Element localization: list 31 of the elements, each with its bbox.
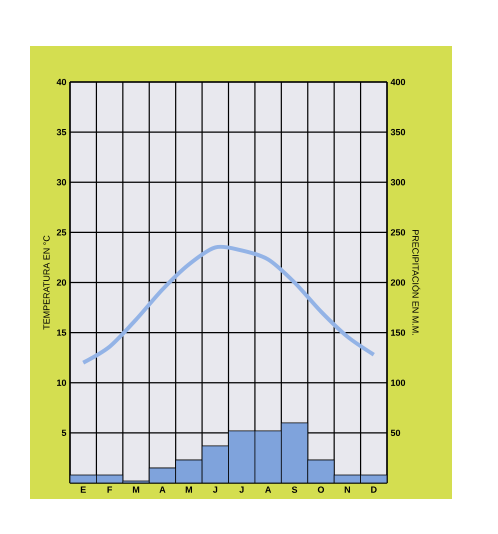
y2-tick-label: 200 <box>390 279 406 286</box>
y2-tick-label: 400 <box>390 78 406 86</box>
y-tick-label: 15 <box>57 329 66 336</box>
x-tick-label: F <box>107 486 112 493</box>
y2-tick-label: 100 <box>391 380 406 386</box>
y-tick-label: 30 <box>56 179 66 186</box>
line-series <box>81 244 376 365</box>
y2-tick-label: 150 <box>391 329 406 336</box>
x-tick-label: D <box>371 486 377 493</box>
x-tick-label: A <box>265 486 272 493</box>
y-tick-label: 25 <box>56 229 66 236</box>
x-tick-label: J <box>239 486 244 493</box>
y-axis-title: TEMPERATURA EN °C <box>43 236 50 330</box>
y-tick-label: 10 <box>57 380 66 386</box>
y2-tick-label: 50 <box>390 430 400 436</box>
x-tick-label: E <box>80 486 86 493</box>
x-tick-label: N <box>344 486 350 493</box>
x-tick-label: S <box>292 486 298 493</box>
x-tick-label: A <box>159 486 166 493</box>
x-tick-label: M <box>186 486 192 493</box>
y-tick-label: 20 <box>56 279 66 286</box>
y-tick-label: 35 <box>56 128 66 136</box>
y2-tick-label: 300 <box>390 179 406 186</box>
x-tick-label: O <box>318 486 324 493</box>
y-tick-label: 40 <box>56 78 66 86</box>
x-tick-label: J <box>212 486 218 493</box>
y-tick-label: 5 <box>62 430 66 436</box>
y2-tick-label: 250 <box>390 229 406 236</box>
x-tick-label: M <box>132 486 140 493</box>
y2-axis-title: PRECIPITACIÓN EN M.M. <box>412 230 420 335</box>
y2-tick-label: 350 <box>390 128 406 136</box>
